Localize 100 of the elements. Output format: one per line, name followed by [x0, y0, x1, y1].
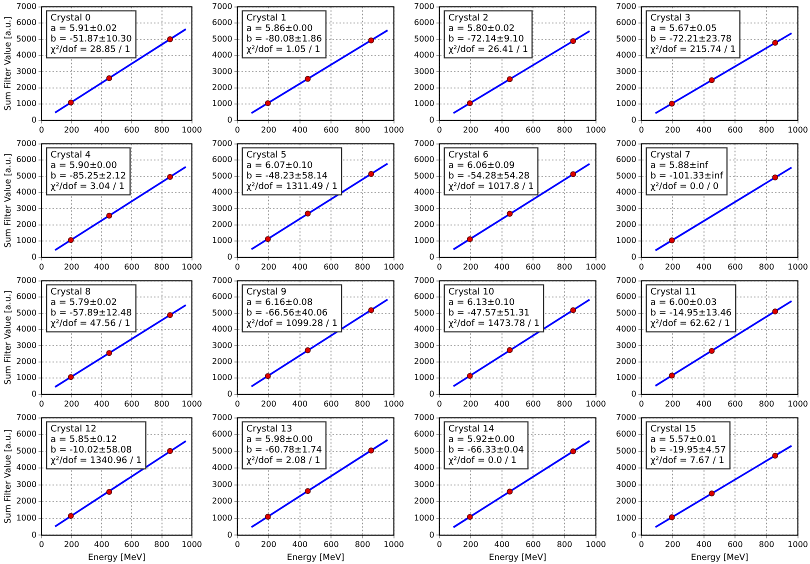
y-tick-label: 2000: [616, 496, 636, 506]
y-tick-label: 3000: [16, 66, 37, 76]
y-tick-label: 7000: [16, 412, 37, 422]
x-tick-label: 200: [665, 262, 680, 272]
annotation: a = 5.86±0.00: [246, 24, 314, 34]
x-tick-label: 400: [292, 125, 308, 134]
point: [106, 212, 112, 219]
x-tick-label: 400: [494, 125, 510, 134]
annotation: a = 5.90±0.00: [50, 161, 118, 172]
x-tick-label: 0: [436, 262, 442, 272]
x-tick-label: 400: [292, 540, 308, 550]
annotation: Crystal 1: [246, 14, 286, 24]
y-tick-label: 1000: [16, 99, 37, 108]
annotation: Crystal 13: [246, 424, 292, 435]
point: [506, 210, 513, 217]
y-tick-label: 6000: [212, 430, 232, 439]
y-tick-label: 4000: [616, 188, 636, 197]
x-tick-label: 400: [696, 399, 712, 408]
y-tick-label: 7000: [616, 138, 636, 148]
x-tick-label: 400: [494, 540, 510, 550]
y-tick-label: 4000: [212, 324, 232, 334]
x-tick-label: 200: [261, 540, 276, 550]
x-tick-label: 800: [154, 262, 170, 272]
y-tick-label: 0: [31, 115, 37, 124]
y-tick-label: 5000: [414, 171, 434, 180]
y-tick-label: 2000: [212, 496, 232, 506]
annotation: χ²/dof = 2.08 / 1: [246, 456, 320, 466]
y-tick-label: 5000: [616, 308, 636, 318]
y-tick-label: 0: [631, 252, 636, 262]
y-tick-label: 5000: [212, 446, 232, 456]
annotation: a = 6.00±0.03: [650, 298, 717, 308]
x-axis-title: Energy [MeV]: [690, 553, 748, 564]
x-tick-label: 200: [463, 262, 478, 272]
annotation: Crystal 6: [448, 150, 489, 161]
x-tick-label: 1000: [384, 399, 404, 408]
point: [570, 171, 576, 178]
y-tick-label: 4000: [616, 324, 636, 334]
y-tick-label: 1000: [212, 236, 232, 246]
y-tick-label: 2000: [212, 83, 232, 92]
x-tick-label: 400: [292, 262, 308, 272]
y-tick-label: 6000: [212, 292, 232, 302]
x-tick-label: 800: [758, 125, 774, 134]
y-tick-label: 3000: [16, 480, 37, 489]
point: [368, 448, 374, 454]
x-tick-label: 0: [234, 540, 240, 550]
annotation: a = 6.07±0.10: [246, 161, 314, 172]
x-tick-label: 1000: [788, 262, 808, 272]
annotation: a = 5.79±0.02: [50, 298, 117, 308]
point: [368, 171, 374, 177]
y-tick-label: 5000: [16, 446, 37, 456]
annotation: b = -57.89±12.48: [50, 308, 132, 319]
y-tick-label: 6000: [16, 430, 37, 439]
annotation: χ²/dof = 62.62 / 1: [650, 319, 730, 330]
point: [506, 76, 513, 82]
x-tick-label: 800: [154, 125, 170, 134]
y-tick-label: 1000: [616, 99, 636, 108]
x-tick-label: 800: [758, 262, 774, 272]
x-tick-label: 200: [665, 125, 680, 134]
y-tick-label: 1000: [414, 99, 434, 108]
x-tick-label: 0: [638, 125, 644, 134]
annotation: Crystal 11: [650, 288, 696, 298]
y-tick-label: 7000: [212, 276, 232, 285]
point: [570, 38, 576, 44]
point: [668, 372, 675, 379]
x-tick-label: 0: [638, 540, 644, 550]
y-tick-label: 2000: [616, 357, 636, 366]
x-tick-label: 600: [124, 262, 140, 272]
annotation: a = 5.85±0.12: [50, 435, 117, 446]
x-tick-label: 1000: [586, 125, 606, 134]
annotation: χ²/dof = 0.0 / 1: [448, 456, 517, 466]
x-tick-label: 400: [494, 262, 510, 272]
y-tick-label: 6000: [16, 155, 37, 164]
y-tick-label: 1000: [16, 514, 37, 523]
x-tick-label: 400: [696, 262, 712, 272]
x-tick-label: 0: [39, 125, 44, 134]
annotation: b = -60.78±1.74: [246, 446, 322, 456]
x-tick-label: 200: [64, 125, 80, 134]
y-tick-label: 5000: [414, 446, 434, 456]
x-tick-label: 0: [234, 125, 240, 134]
y-tick-label: 0: [631, 389, 636, 398]
y-tick-label: 3000: [212, 204, 232, 213]
x-tick-label: 600: [124, 125, 140, 134]
point: [570, 448, 576, 454]
y-tick-label: 6000: [414, 430, 434, 439]
y-tick-label: 2000: [616, 220, 636, 230]
y-tick-label: 2000: [414, 357, 434, 366]
x-tick-label: 0: [234, 399, 240, 408]
x-tick-label: 600: [728, 399, 743, 408]
point: [506, 347, 513, 354]
annotation: a = 5.91±0.02: [50, 24, 117, 34]
point: [264, 100, 271, 106]
x-tick-label: 200: [463, 125, 478, 134]
y-tick-label: 0: [227, 115, 232, 124]
y-tick-label: 4000: [414, 50, 434, 60]
point: [772, 308, 778, 314]
y-tick-label: 5000: [616, 171, 636, 180]
y-tick-label: 1000: [414, 236, 434, 246]
y-tick-label: 7000: [616, 2, 636, 11]
y-tick-label: 1000: [616, 373, 636, 382]
point: [304, 76, 311, 82]
